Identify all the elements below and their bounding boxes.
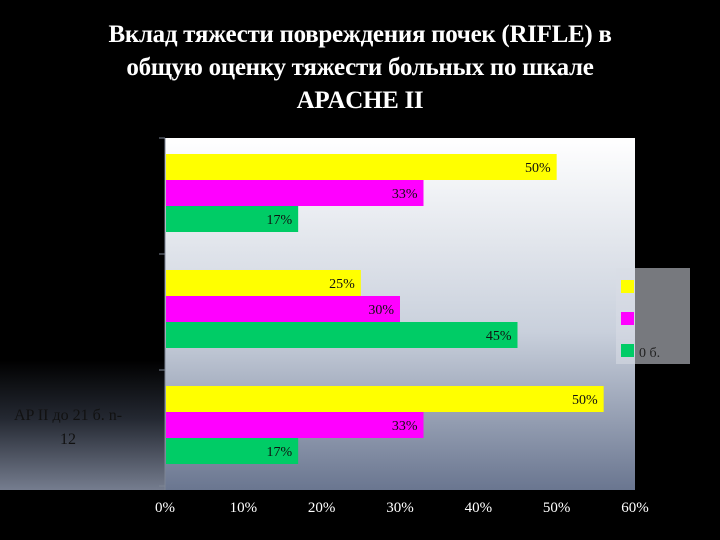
bar [166, 180, 424, 206]
legend-label: 0 б. [639, 346, 660, 361]
bar [166, 322, 518, 348]
bar [166, 412, 424, 438]
data-label: 33% [392, 419, 418, 434]
data-label: 50% [572, 393, 598, 408]
x-tick-label: 30% [386, 500, 414, 516]
data-label: 25% [329, 277, 355, 292]
category-label: 12 [60, 431, 76, 448]
data-label: 30% [368, 303, 394, 318]
bar [166, 438, 299, 464]
axes [159, 137, 166, 490]
x-tick-label: 0% [155, 500, 175, 516]
legend-swatch [621, 280, 634, 293]
legend-swatch [621, 312, 634, 325]
title-line-3: APACHE II [296, 87, 424, 114]
data-label: 33% [392, 187, 418, 202]
bar [166, 296, 400, 322]
legend-swatch [621, 344, 634, 357]
bar [166, 270, 361, 296]
x-tick-label: 10% [230, 500, 258, 516]
bar [166, 206, 299, 232]
chart-title: Вклад тяжести повреждения почек (RIFLE) … [60, 18, 660, 117]
title-line-2: общую оценку тяжести больных по шкале [126, 54, 594, 81]
category-label: AP II до 21 б. n- [14, 407, 122, 424]
x-tick-label: 60% [621, 500, 649, 516]
x-tick-label: 20% [308, 500, 336, 516]
bar [166, 386, 604, 412]
x-tick-label: 40% [465, 500, 493, 516]
left-fade-area [0, 360, 165, 490]
x-tick-label: 50% [543, 500, 571, 516]
data-label: 17% [266, 213, 292, 228]
bars [166, 154, 604, 464]
legend: 0 б. [621, 280, 660, 361]
title-line-1: Вклад тяжести повреждения почек (RIFLE) … [108, 21, 612, 48]
bar [166, 154, 557, 180]
data-label: 50% [525, 161, 551, 176]
data-label: 45% [486, 329, 512, 344]
labels: 0% 10% 20% 30% 40% 50% 60% 50% 25% 50% 33% 30% 33% 17… [14, 161, 649, 516]
data-label: 17% [266, 445, 292, 460]
